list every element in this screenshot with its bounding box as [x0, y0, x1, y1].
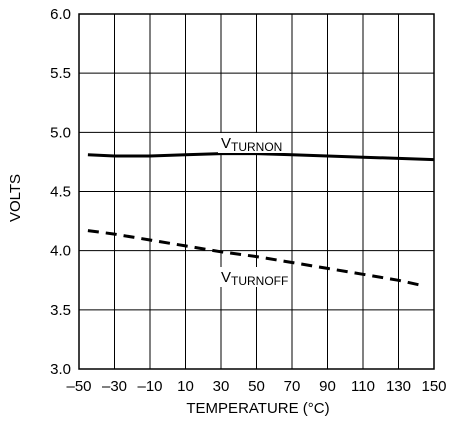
x-tick-label: 50	[248, 378, 265, 395]
series-label-background	[218, 133, 286, 153]
x-tick-label: 70	[284, 378, 301, 395]
series-label-vturnon: VTURNON	[221, 135, 282, 154]
y-tick-label: 4.5	[50, 184, 71, 201]
x-axis-title: TEMPERATURE (°C)	[186, 400, 329, 417]
x-tick-label: 150	[421, 378, 446, 395]
y-tick-label: 6.0	[50, 6, 71, 23]
series-line-vturnoff	[87, 229, 426, 288]
series-layer	[87, 152, 435, 288]
x-tick-label: –50	[66, 378, 91, 395]
y-tick-label: 5.5	[50, 65, 71, 82]
series-label-background	[218, 267, 292, 287]
x-tick-label: 110	[351, 378, 375, 395]
y-tick-label: 3.5	[50, 302, 71, 319]
y-tick-label: 4.0	[50, 243, 71, 260]
y-tick-label: 3.0	[50, 361, 71, 378]
x-tick-labels: –50 –30 –10 10 30 50 70 90 110 130 150	[66, 378, 446, 395]
series-line-vturnon	[87, 152, 435, 162]
x-tick-label: 90	[319, 378, 336, 395]
x-tick-label: 30	[213, 378, 230, 395]
grid	[78, 13, 435, 370]
x-tick-label: –30	[102, 378, 127, 395]
y-tick-labels: 3.0 3.5 4.0 4.5 5.0 5.5 6.0	[50, 6, 71, 378]
series-label-vturnoff: VTURNOFF	[221, 269, 288, 288]
x-tick-label: 130	[386, 378, 411, 395]
plot-frame	[78, 13, 435, 370]
y-axis-title: VOLTS	[7, 174, 24, 222]
plot-border	[78, 13, 435, 370]
x-tick-label: 10	[177, 378, 194, 395]
y-tick-label: 5.0	[50, 124, 71, 141]
series-labels: VTURNON VTURNOFF	[218, 133, 292, 288]
x-tick-label: –10	[137, 378, 162, 395]
